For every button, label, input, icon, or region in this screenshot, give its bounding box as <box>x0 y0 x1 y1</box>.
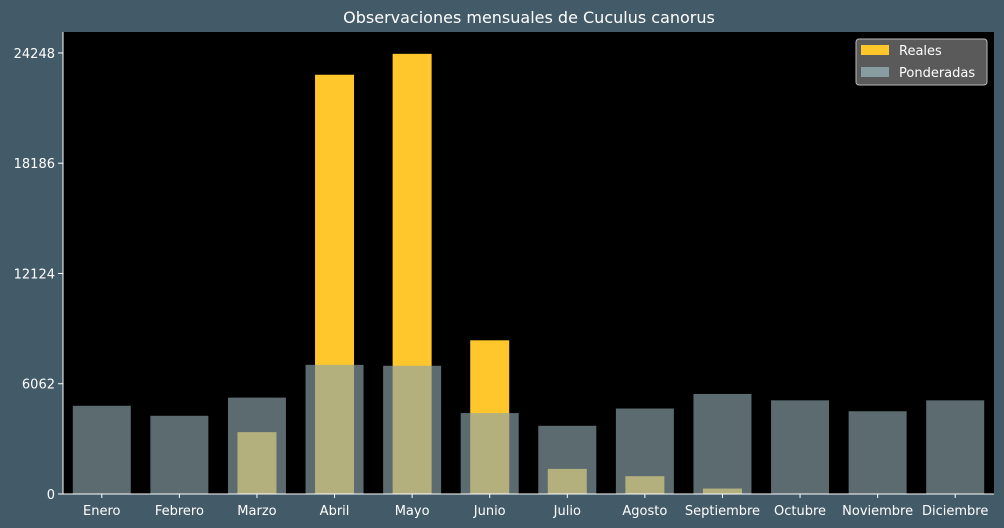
legend-swatch-reales <box>861 45 889 55</box>
bar-ponderadas-noviembre <box>848 411 907 494</box>
x-tick-label-abril: Abril <box>320 504 350 519</box>
y-tick-label: 6062 <box>22 378 55 393</box>
bar-ponderadas-diciembre <box>926 400 985 494</box>
bar-ponderadas-junio <box>460 413 519 494</box>
y-tick-label: 0 <box>47 488 55 503</box>
y-tick-label: 24248 <box>14 47 55 62</box>
x-tick-label-julio: Julio <box>553 504 581 519</box>
x-tick-label-mayo: Mayo <box>395 504 430 519</box>
bar-ponderadas-agosto <box>615 408 674 494</box>
legend-label-ponderadas: Ponderadas <box>899 66 975 81</box>
x-tick-label-diciembre: Diciembre <box>922 504 988 519</box>
x-tick-label-noviembre: Noviembre <box>842 504 913 519</box>
series-ponderadas-bars <box>72 364 985 494</box>
legend: Reales Ponderadas <box>855 38 988 86</box>
y-tick-label: 12124 <box>14 267 55 282</box>
bar-ponderadas-enero <box>72 405 131 494</box>
x-tick-label-junio: Junio <box>473 504 506 519</box>
x-axis: Enero Febrero Marzo Abril Mayo Junio Julio Agos… <box>63 493 994 519</box>
bar-ponderadas-julio <box>538 425 597 494</box>
y-axis: 0 6062 12124 18186 24248 <box>14 32 64 503</box>
bar-ponderadas-abril <box>305 364 364 494</box>
legend-label-reales: Reales <box>899 44 942 59</box>
x-tick-label-enero: Enero <box>83 504 121 519</box>
bar-ponderadas-septiembre <box>693 393 752 494</box>
bar-ponderadas-octubre <box>771 400 830 494</box>
bar-ponderadas-mayo <box>383 365 442 494</box>
chart-title: Observaciones mensuales de Cuculus canor… <box>343 8 715 27</box>
x-tick-label-septiembre: Septiembre <box>685 504 760 519</box>
x-tick-label-octubre: Octubre <box>774 504 826 519</box>
bar-ponderadas-marzo <box>227 397 286 494</box>
plot-area <box>63 32 994 494</box>
x-tick-label-febrero: Febrero <box>155 504 204 519</box>
x-tick-label-marzo: Marzo <box>237 504 276 519</box>
legend-swatch-ponderadas <box>861 67 889 77</box>
bar-ponderadas-febrero <box>150 415 209 494</box>
y-tick-label: 18186 <box>14 157 55 172</box>
x-tick-label-agosto: Agosto <box>622 504 667 519</box>
